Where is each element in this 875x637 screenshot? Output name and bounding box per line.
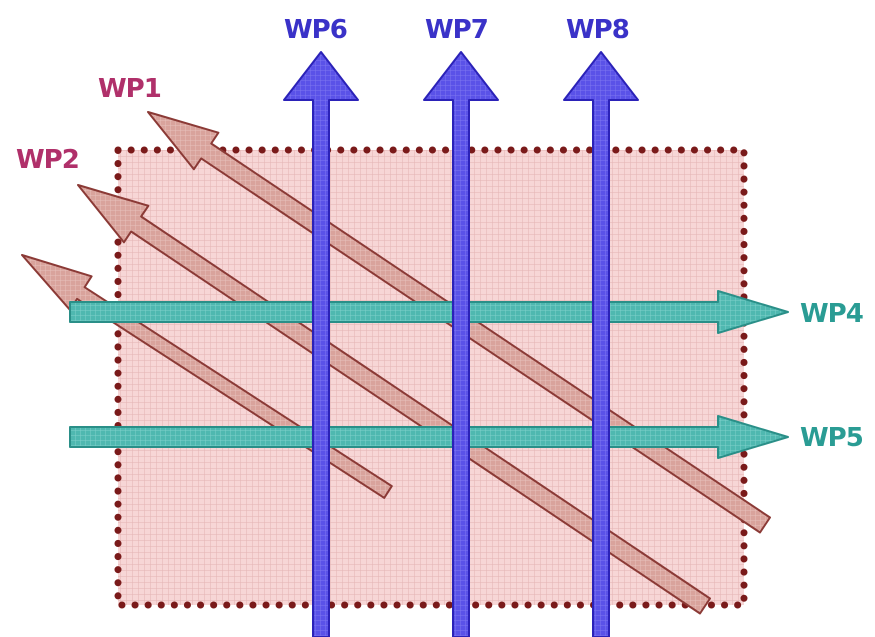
vertical-arrows [283,51,639,637]
arrow-wp6 [283,51,359,637]
label-wp7: WP7 [425,15,488,45]
target-area-border [114,146,748,609]
arrow-wp5 [69,415,789,459]
label-wp5: WP5 [800,423,863,453]
arrow-wp8 [563,51,639,637]
horizontal-arrows [69,290,789,459]
label-wp6: WP6 [284,15,347,45]
arrow-wp4 [69,290,789,334]
label-wp4: WP4 [800,299,863,329]
label-wp2: WP2 [16,145,79,175]
label-wp1: WP1 [98,74,161,104]
label-wp8: WP8 [566,15,629,45]
arrow-wp7 [423,51,499,637]
